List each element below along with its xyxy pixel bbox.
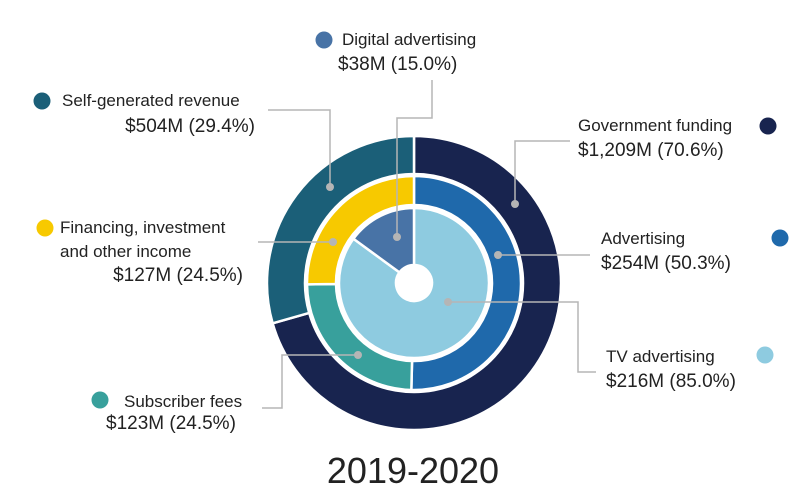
leader-dot [326,183,334,191]
legend-dot [36,219,54,237]
label-value: $127M (24.5%) [113,265,243,286]
legend-dot [91,391,109,409]
label-name: Advertising [601,229,686,248]
leader-dot [329,238,337,246]
label-value: $254M (50.3%) [601,253,731,274]
leader-line [262,354,358,409]
leader-dot [393,233,401,241]
legend-dot [771,229,789,247]
legend-dot [33,92,51,110]
label-name: Financing, investment and other income [60,218,226,261]
label-value: $504M (29.4%) [125,116,255,137]
label-name: TV advertising [606,347,715,366]
leader-dot [494,251,502,259]
ring-segment [265,134,416,325]
leader-line [268,109,331,187]
leader-line [396,80,433,237]
ring-segment [305,174,416,286]
label-value: $123M (24.5%) [106,413,236,434]
chart-title: 2019-2020 [326,450,500,491]
leader-dot [444,298,452,306]
label-name: Digital advertising [342,30,477,49]
label-name: Subscriber fees [124,392,243,411]
leader-dot [511,200,519,208]
legend-dot [759,117,777,135]
legend-dot [756,346,774,364]
label-value: $1,209M (70.6%) [578,140,724,161]
ring-segment [410,174,523,392]
leader-line [448,301,596,373]
ring-segment [337,206,491,360]
ring-segment [351,206,416,275]
legend-dot [315,31,333,49]
label-name: Self-generated revenue [62,91,240,110]
label-value: $216M (85.0%) [606,371,736,392]
leader-line [514,140,570,204]
label-value: $38M (15.0%) [338,54,458,75]
label-name: Government funding [578,116,733,135]
leader-dot [354,351,362,359]
